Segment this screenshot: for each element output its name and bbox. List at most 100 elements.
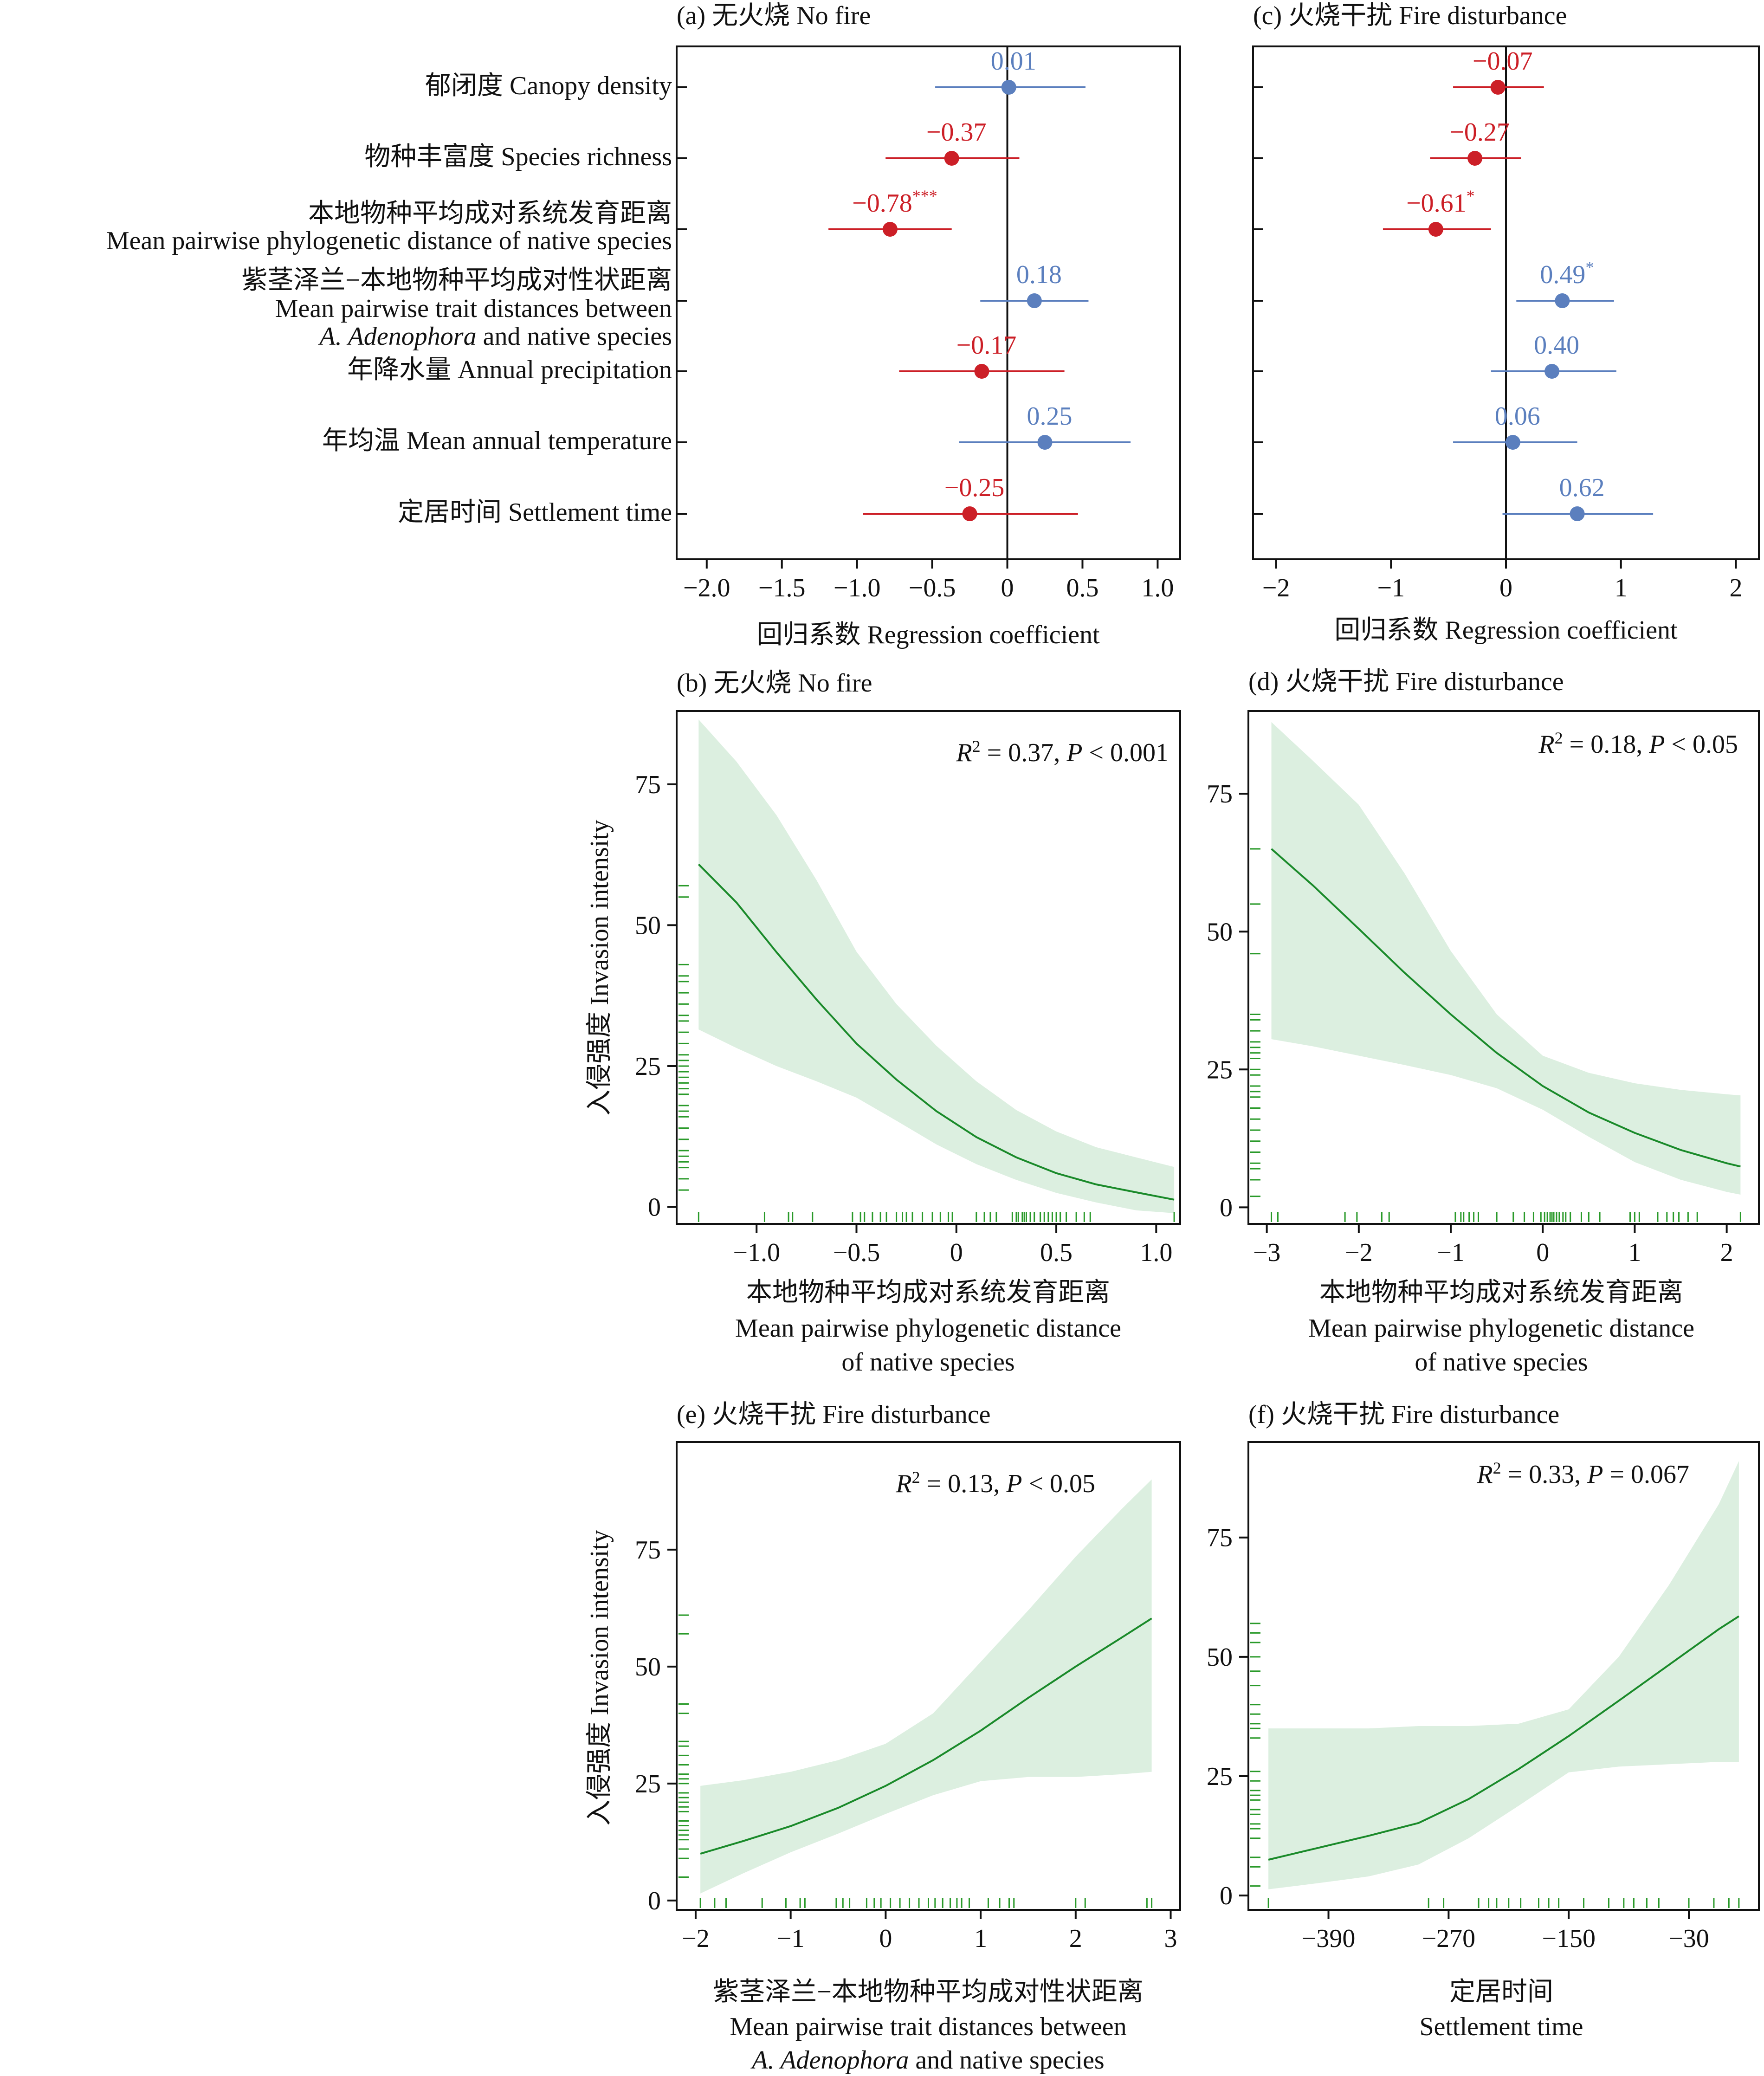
row-label-4: 年降水量 Annual precipitation [347, 356, 672, 384]
panel-e-frame [676, 1441, 1181, 1911]
estimate-point-3 [1555, 293, 1570, 308]
x-tick-label-4: 2 [1069, 1924, 1082, 1953]
x-tick-label-5: 0.5 [1066, 574, 1098, 602]
x-tick-label-1: −1 [1377, 574, 1405, 602]
panel-a-frame [676, 45, 1181, 560]
panel-e-title: (e) 火烧干扰 Fire disturbance [677, 1400, 990, 1429]
panel-e-stats: R2 = 0.13, P < 0.05 [895, 1468, 1095, 1498]
x-tick-label-2: −150 [1542, 1924, 1596, 1953]
panel-d-xlabel-2: of native species [1415, 1348, 1588, 1377]
x-tick-label-5: 3 [1164, 1924, 1177, 1953]
x-tick-label-4: 2 [1729, 574, 1742, 602]
x-tick-label-3: −30 [1668, 1924, 1709, 1953]
panel-d-line-plot: (d) 火烧干扰 Fire disturbance −3 −2 −1 0 1 2 0 25 50… [1207, 667, 1760, 1377]
panel-d-p: 0.05 [1693, 730, 1738, 759]
panel-b-p: 0.001 [1110, 738, 1169, 767]
row-label-3-en-line2: A. Adenophora and native species [318, 322, 672, 351]
panel-b-stats: R2 = 0.37, P < 0.001 [956, 737, 1169, 767]
panel-d-xlabel-1: Mean pairwise phylogenetic distance [1308, 1314, 1694, 1343]
y-tick-label-0: 0 [1220, 1882, 1233, 1910]
estimate-point-1 [944, 151, 959, 166]
estimate-point-3 [1027, 293, 1042, 308]
panel-a-title: (a) 无火烧 No fire [677, 1, 871, 30]
panel-e-xlabel-2: A. Adenophora and native species [750, 2046, 1104, 2075]
fitted-line [698, 863, 1175, 1201]
y-tick-label-1: 25 [1207, 1762, 1233, 1791]
fitted-line [700, 1617, 1152, 1855]
panel-c-forest-plot: (c) 火烧干扰 Fire disturbance −2 −1 0 1 2 −0.07 −0… [1252, 1, 1760, 645]
x-tick-label-2: 0 [950, 1238, 963, 1267]
x-tick-label-4: 1.0 [1140, 1238, 1172, 1267]
estimate-label-1: −0.37 [926, 118, 987, 147]
fitted-line [1271, 848, 1741, 1168]
estimate-point-4 [974, 364, 989, 379]
x-tick-label-0: −2 [682, 1924, 710, 1953]
confidence-band [1271, 722, 1741, 1195]
y-tick-label-2: 50 [1207, 1643, 1233, 1672]
estimate-label-2: −0.61* [1406, 187, 1475, 218]
panel-a-marks: −2.0 −1.5 −1.0 −0.5 0 0.5 1.0 0.01 −0.37 −0.78***… [677, 46, 1174, 602]
x-tick-label-3: 1 [974, 1924, 987, 1953]
estimate-label-4: −0.17 [956, 331, 1017, 360]
panel-f-xlabel-0: 定居时间 [1449, 1978, 1553, 2006]
row-label-1: 物种丰富度 Species richness [364, 142, 672, 171]
panel-e-xlabel-0: 紫茎泽兰−本地物种平均成对性状距离 [713, 1978, 1144, 2006]
x-tick-label-3: 0.5 [1040, 1238, 1073, 1267]
estimate-label-4: 0.40 [1534, 331, 1579, 360]
panel-c-title: (c) 火烧干扰 Fire disturbance [1253, 1, 1567, 30]
panel-d-title: (d) 火烧干扰 Fire disturbance [1248, 667, 1564, 696]
fitted-line [1268, 1615, 1739, 1861]
estimate-label-6: −0.25 [944, 473, 1005, 502]
panel-d-pop: < [1671, 730, 1686, 759]
panel-b-r2: 0.37 [1008, 738, 1053, 767]
panel-b-frame [676, 710, 1181, 1225]
y-tick-label-3: 75 [1207, 1524, 1233, 1552]
estimate-point-6 [1570, 506, 1585, 521]
panel-f-pop: = [1609, 1460, 1624, 1489]
estimate-point-0 [1001, 80, 1016, 95]
panel-d-r2: 0.18 [1590, 730, 1636, 759]
panel-d-marks: −3 −2 −1 0 1 2 0 25 50 75 [1207, 722, 1741, 1267]
panel-f-p: 0.067 [1631, 1460, 1689, 1489]
x-tick-label-2: −1.0 [834, 574, 881, 602]
panel-e-marks: −2 −1 0 1 2 3 0 25 50 75 [635, 1479, 1177, 1953]
panel-b-title: (b) 无火烧 No fire [677, 669, 872, 698]
estimate-point-5 [1505, 435, 1520, 450]
panel-c-xlabel: 回归系数 Regression coefficient [1334, 616, 1678, 645]
x-tick-label-1: −2 [1345, 1238, 1373, 1267]
x-tick-label-2: −1 [1437, 1238, 1465, 1267]
confidence-band [700, 1479, 1152, 1894]
x-tick-label-1: −1 [777, 1924, 805, 1953]
estimate-point-6 [962, 506, 977, 521]
panel-e-ylabel: 入侵强度 Invasion intensity [585, 1530, 614, 1826]
estimate-point-1 [1467, 151, 1483, 166]
panel-d-xlabel-0: 本地物种平均成对系统发育距离 [1319, 1278, 1683, 1307]
y-tick-label-1: 25 [635, 1052, 661, 1081]
x-tick-label-6: 1.0 [1141, 574, 1174, 602]
estimate-label-6: 0.62 [1559, 473, 1605, 502]
panel-c-marks: −2 −1 0 1 2 −0.07 −0.27 −0.61* 0.49* 0.40 0.06 0.62 [1253, 46, 1742, 602]
panel-f-xlabel-1: Settlement time [1419, 2012, 1583, 2041]
panel-f-stats: R2 = 0.33, P = 0.067 [1476, 1459, 1689, 1489]
estimate-label-3: 0.18 [1016, 260, 1062, 289]
confidence-band [698, 719, 1175, 1213]
x-tick-label-1: −0.5 [833, 1238, 880, 1267]
row-label-6: 定居时间 Settlement time [398, 498, 672, 527]
row-label-2-en: Mean pairwise phylogenetic distance of n… [106, 226, 672, 255]
panel-e-line-plot: (e) 火烧干扰 Fire disturbance −2 −1 0 1 2 3 0 25 50 7… [585, 1400, 1181, 2075]
row-label-5: 年均温 Mean annual temperature [322, 427, 672, 455]
row-label-3-en: Mean pairwise trait distances between [275, 294, 672, 323]
x-tick-label-3: −0.5 [909, 574, 956, 602]
panel-e-p: 0.05 [1050, 1469, 1095, 1498]
y-tick-label-3: 75 [635, 1536, 661, 1565]
estimate-label-3: 0.49* [1540, 258, 1594, 289]
estimate-point-2 [1428, 222, 1443, 237]
panel-b-ylabel: 入侵强度 Invasion intensity [585, 820, 614, 1116]
panel-b-line-plot: (b) 无火烧 No fire −1.0 −0.5 0 0.5 1.0 0 25 50 75 R… [585, 669, 1181, 1377]
panel-f-frame [1247, 1441, 1760, 1911]
y-tick-label-0: 0 [1220, 1193, 1233, 1222]
x-tick-label-2: 0 [879, 1924, 892, 1953]
confidence-band [1268, 1461, 1739, 1889]
row-label-3-zh: 紫茎泽兰−本地物种平均成对性状距离 [241, 266, 672, 295]
